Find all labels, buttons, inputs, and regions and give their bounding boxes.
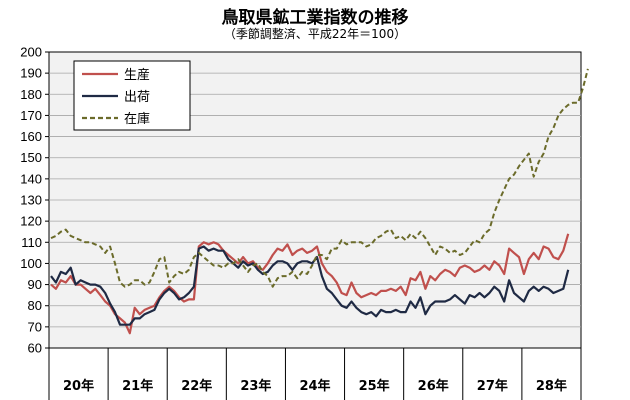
gridlines	[49, 72, 581, 328]
y-tick-label: 70	[28, 319, 42, 334]
y-tick-label: 80	[28, 298, 42, 313]
x-tick-label: 23年	[240, 378, 271, 394]
y-tick-label: 100	[20, 256, 42, 271]
x-tick-label: 21年	[122, 378, 153, 394]
y-tick-label: 120	[20, 214, 42, 229]
x-tick-label: 27年	[477, 378, 508, 394]
y-tick-label: 200	[20, 45, 42, 60]
chart-subtitle: （季節調整済、平成22年＝100）	[223, 27, 407, 41]
x-tick-label: 28年	[536, 378, 567, 394]
chart-title: 鳥取県鉱工業指数の推移	[221, 8, 409, 28]
y-tick-label: 190	[20, 66, 42, 81]
y-tick-label: 90	[28, 277, 42, 292]
series-line-出荷	[50, 245, 570, 326]
y-tick-label: 130	[20, 193, 42, 208]
legend-label: 生産	[124, 67, 150, 83]
x-tick-label: 26年	[418, 378, 449, 394]
y-tick-label: 60	[28, 341, 42, 356]
x-tick-label: 20年	[63, 378, 94, 394]
x-axis: 20年 21年 22年 23年 24年 25年 26年 27年 28年	[48, 348, 582, 400]
x-tick-label: 22年	[181, 378, 212, 394]
y-axis: 60 70 80 90 100 110 120 130 140 150 160 170 180 190 20…	[20, 45, 49, 356]
x-tick-label: 25年	[359, 378, 390, 394]
y-tick-label: 170	[20, 108, 42, 123]
series-line-在庫	[50, 68, 589, 288]
legend-label: 出荷	[124, 90, 150, 105]
y-tick-label: 140	[20, 171, 42, 186]
y-tick-label: 160	[20, 129, 42, 144]
legend-label: 在庫	[124, 112, 150, 127]
series-lines	[50, 68, 589, 335]
y-tick-label: 150	[20, 150, 42, 165]
y-tick-label: 180	[20, 87, 42, 102]
y-tick-label: 110	[21, 235, 42, 250]
series-line-生産	[50, 233, 570, 335]
x-tick-label: 24年	[299, 378, 330, 394]
